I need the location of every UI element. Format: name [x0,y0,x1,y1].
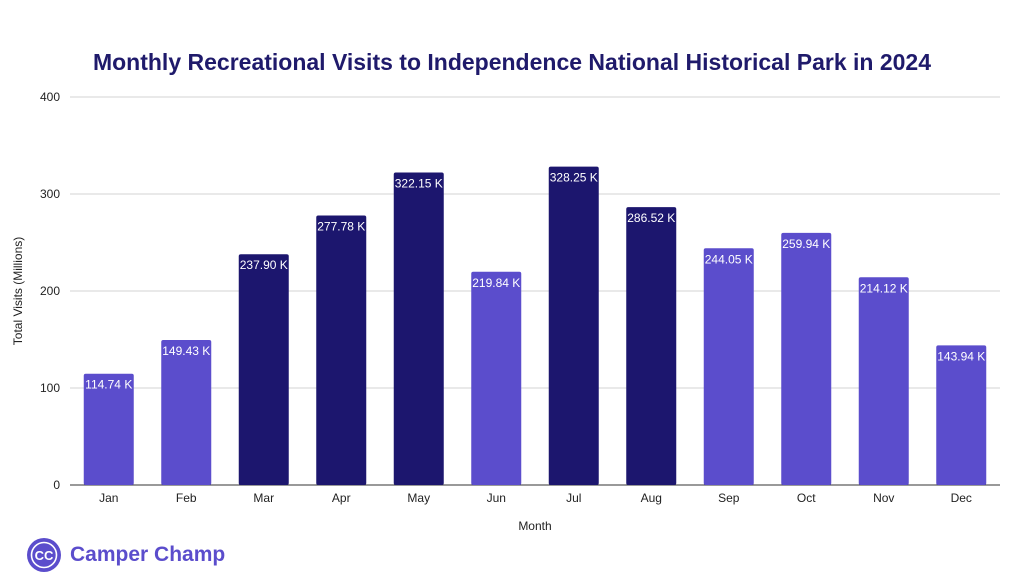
x-axis-title: Month [518,519,551,533]
data-label: 286.52 K [627,211,675,225]
x-tick-label: Dec [951,491,972,505]
data-label: 244.05 K [705,252,753,266]
x-tick-label: Sep [718,491,740,505]
chart-title: Monthly Recreational Visits to Independe… [93,49,931,75]
data-label: 237.90 K [240,258,288,272]
y-tick-label: 100 [40,381,60,395]
brand-logo: CC Camper Champ [26,535,225,575]
x-tick-label: Mar [253,491,274,505]
data-label: 328.25 K [550,171,598,185]
bar-jan [83,373,134,485]
data-label: 322.15 K [395,177,443,191]
y-tick-label: 300 [40,187,60,201]
x-tick-label: Nov [873,491,894,505]
data-label: 114.74 K [85,378,132,392]
bar-jul [548,166,599,485]
x-tick-label: Jul [566,491,581,505]
svg-text:CC: CC [35,548,54,563]
y-tick-label: 0 [53,478,60,492]
x-tick-label: Jan [99,491,118,505]
data-label: 143.94 K [937,349,985,363]
brand-name: Camper Champ [70,543,226,566]
x-tick-label: Aug [641,491,662,505]
x-tick-label: Jun [487,491,506,505]
x-tick-label: Oct [797,491,816,505]
bar-may [393,172,444,485]
data-label: 219.84 K [472,276,520,290]
bar-feb [161,340,212,485]
x-tick-label: May [407,491,430,505]
bar-dec [936,345,987,485]
y-tick-label: 200 [40,284,60,298]
bar-nov [858,277,909,485]
data-label: 259.94 K [782,237,830,251]
data-label: 149.43 K [162,344,210,358]
data-label: 214.12 K [860,281,908,295]
bar-mar [238,254,289,485]
data-label: 277.78 K [317,220,365,234]
x-tick-label: Feb [176,491,197,505]
bar-apr [316,215,367,485]
y-tick-label: 400 [40,90,60,104]
bar-aug [626,207,677,485]
x-tick-label: Apr [332,491,351,505]
bar-jun [471,271,522,485]
bar-sep [703,248,754,485]
y-axis-title: Total Visits (Millions) [11,237,25,345]
bar-oct [781,232,832,485]
camper-champ-logo-icon: CC [26,537,62,573]
